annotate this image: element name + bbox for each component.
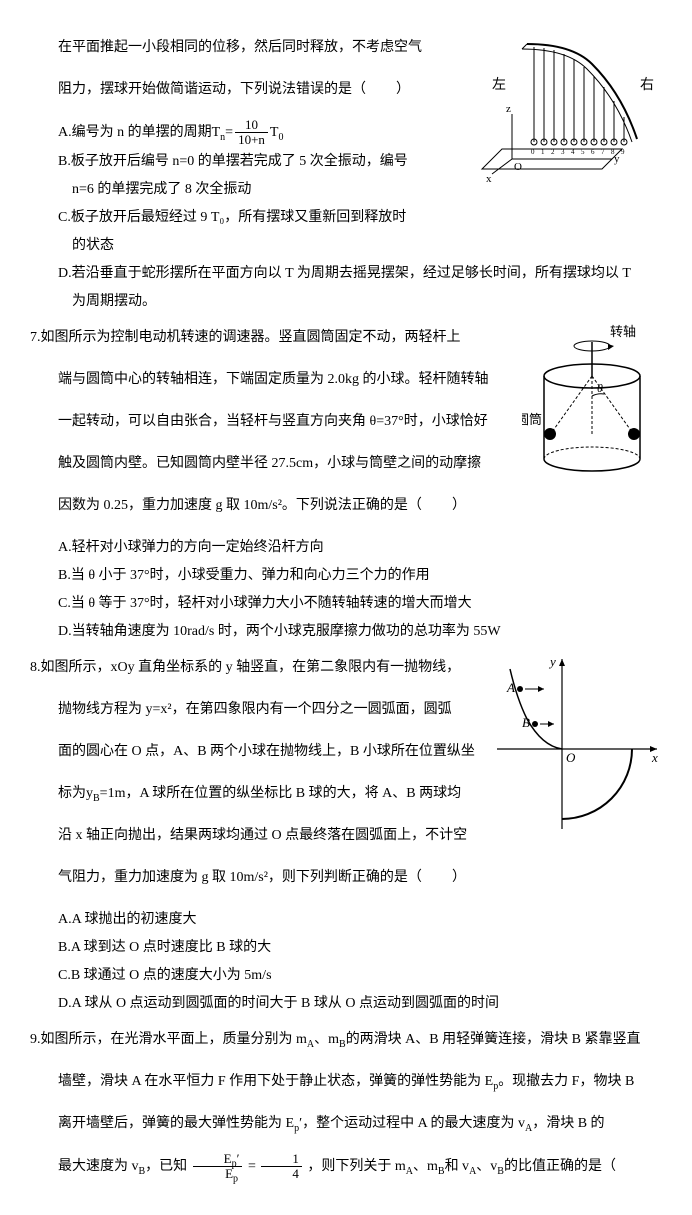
figure-8: x y O A B (492, 654, 662, 834)
q8-stem-6: 气阻力，重力加速度为 g 取 10m/s²，则下列判断正确的是（） (30, 864, 662, 892)
figure-7: 转轴 θ (522, 324, 662, 494)
q9-stem-1: 9.如图所示，在光滑水平面上，质量分别为 mA、mB的两滑块 A、B 用轻弹簧连… (30, 1026, 662, 1054)
q9-stem-3: 离开墙壁后，弹簧的最大弹性势能为 Ep′，整个运动过程中 A 的最大速度为 vA… (30, 1110, 662, 1138)
svg-text:8: 8 (611, 148, 615, 156)
svg-text:9: 9 (621, 148, 625, 156)
q7-option-d: D.当转轴角速度为 10rad/s 时，两个小球克服摩擦力做功的总功率为 55W (30, 618, 662, 646)
q8-option-c: C.B 球通过 O 点的速度大小为 5m/s (30, 962, 662, 990)
svg-text:5: 5 (581, 148, 585, 156)
q6-option-d-1: D.若沿垂直于蛇形摆所在平面方向以 T 为周期去摇晃摆架，经过足够长时间，所有摆… (30, 260, 662, 288)
axis-y: y (614, 153, 620, 165)
q7-option-b: B.当 θ 小于 37°时，小球受重力、弹力和向心力三个力的作用 (30, 562, 662, 590)
point-B: B (522, 715, 530, 730)
question-6: z y x O (30, 34, 662, 316)
point-A: A (506, 680, 515, 695)
label-left: 左 (492, 77, 506, 93)
label-theta: θ (597, 381, 603, 395)
axis-z: z (506, 103, 511, 115)
figure-6: z y x O (472, 34, 662, 184)
svg-text:7: 7 (601, 148, 605, 156)
label-axis: 转轴 (610, 324, 636, 339)
question-9: 9.如图所示，在光滑水平面上，质量分别为 mA、mB的两滑块 A、B 用轻弹簧连… (30, 1026, 662, 1182)
q8-option-d: D.A 球从 O 点运动到圆弧面的时间大于 B 球从 O 点运动到圆弧面的时间 (30, 990, 662, 1018)
svg-text:0: 0 (531, 148, 535, 156)
label-right: 右 (640, 77, 654, 93)
q7-option-a: A.轻杆对小球弹力的方向一定始终沿杆方向 (30, 534, 662, 562)
svg-text:6: 6 (591, 148, 595, 156)
q7-option-c: C.当 θ 等于 37°时，轻杆对小球弹力大小不随转轴转速的增大而增大 (30, 590, 662, 618)
question-8: x y O A B 8.如图所示，xOy 直角坐标系的 y 轴竖直，在第二象限内… (30, 654, 662, 1018)
q8-option-b: B.A 球到达 O 点时速度比 B 球的大 (30, 934, 662, 962)
q9-stem-4: 最大速度为 vB，已知 Ep′Ep = 14 ，则下列关于 mA、mB和 vA、… (30, 1152, 662, 1182)
q8-option-a: A.A 球抛出的初速度大 (30, 906, 662, 934)
q6-option-c-1: C.板子放开后最短经过 9 T₀，所有摆球又重新回到释放时 (30, 204, 662, 232)
svg-text:3: 3 (561, 148, 565, 156)
q6-option-d-2: 为周期摆动。 (30, 288, 662, 316)
svg-text:1: 1 (541, 148, 545, 156)
q9-stem-2: 墙壁，滑块 A 在水平恒力 F 作用下处于静止状态，弹簧的弹性势能为 Ep。现撤… (30, 1068, 662, 1096)
svg-text:4: 4 (571, 148, 575, 156)
axis-y-label: y (548, 654, 556, 669)
label-cylinder: 圆筒 (522, 412, 542, 427)
svg-text:2: 2 (551, 148, 555, 156)
origin-label: O (566, 750, 576, 765)
axis-x-label: x (651, 750, 658, 765)
q6-option-c-2: 的状态 (30, 232, 662, 260)
question-7: 转轴 θ (30, 324, 662, 646)
axis-x: x (486, 173, 492, 184)
origin-O: O (514, 161, 522, 173)
q7-stem-5: 因数为 0.25，重力加速度 g 取 10m/s²。下列说法正确的是（） (30, 492, 662, 520)
